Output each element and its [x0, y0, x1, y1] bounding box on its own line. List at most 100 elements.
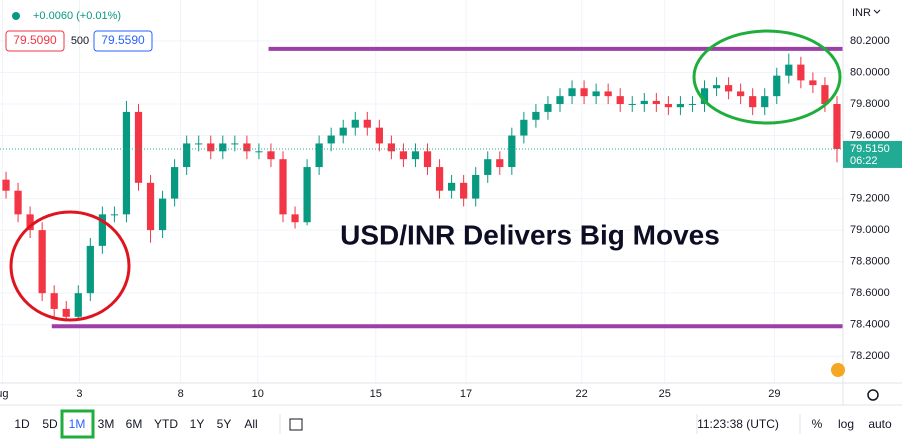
candle-body [616, 96, 624, 105]
candle-body [86, 245, 94, 294]
y-tick-label: 79.8000 [850, 98, 890, 110]
range-button[interactable]: 1D [14, 417, 30, 431]
candle-body [773, 75, 781, 97]
candle-body [664, 104, 672, 108]
candle-body [712, 85, 721, 89]
x-tick-label: 10 [252, 388, 264, 400]
flag-icon [831, 363, 845, 377]
last-price-box [843, 140, 902, 168]
x-tick-label: 17 [460, 388, 472, 400]
range-highlight [60, 409, 95, 439]
candle-body [628, 104, 636, 106]
candle-body [508, 135, 516, 168]
candle-body [171, 167, 179, 199]
candle-body [652, 100, 660, 105]
candle-body [291, 214, 299, 223]
x-tick-label: ug [0, 388, 9, 400]
candle-body [387, 143, 396, 152]
candle-body [98, 214, 106, 246]
candle-body [435, 167, 444, 191]
candle-body [809, 80, 817, 86]
candle-body [219, 143, 227, 152]
candle-body [74, 293, 82, 317]
candle-body [122, 111, 131, 215]
candle-body [134, 111, 143, 183]
range-button[interactable]: 3M [98, 417, 115, 431]
candle-body [158, 198, 167, 231]
candle-body [26, 214, 34, 231]
candle-body [423, 151, 432, 168]
settings-icon[interactable] [867, 389, 879, 401]
candle-body [821, 85, 829, 105]
candle-body [50, 293, 58, 309]
candle-body [363, 119, 371, 128]
candle-body [207, 143, 215, 152]
candle-body [700, 88, 709, 105]
candle-body [62, 308, 70, 317]
scale-option[interactable]: log [838, 417, 854, 431]
candle-body [676, 104, 685, 108]
annotation: USD/INR Delivers Big Moves [340, 219, 720, 250]
candle-body [255, 151, 263, 153]
candle-body [737, 91, 745, 97]
candle-body [580, 88, 588, 97]
candle-body [484, 159, 492, 175]
candle-body [785, 64, 793, 76]
y-tick-label: 78.2000 [850, 350, 890, 362]
candle-body [146, 182, 155, 231]
candle-body [327, 135, 335, 144]
candle-body [640, 100, 648, 105]
change: +0.0060 (+0.01%) [33, 10, 121, 22]
x-tick-label: 3 [76, 388, 82, 400]
candle-body [761, 96, 769, 108]
x-tick-label: 22 [576, 388, 588, 400]
candle-body [231, 143, 239, 145]
y-tick-label: 80.0000 [850, 66, 890, 78]
candle-body [544, 104, 552, 112]
candle-body [460, 182, 468, 199]
y-tick-label: 78.8000 [850, 256, 890, 268]
range-button[interactable]: 5Y [217, 417, 232, 431]
y-tick-label: 78.4000 [850, 319, 890, 331]
candle-body [375, 127, 383, 144]
candle-body [38, 230, 46, 294]
candle-body [110, 214, 119, 216]
calendar-icon[interactable] [289, 418, 303, 431]
range-button[interactable]: 5D [42, 417, 58, 431]
scale-option[interactable]: auto [868, 417, 892, 431]
x-tick-label: 8 [178, 388, 184, 400]
candle-body [749, 96, 757, 108]
candle-body [724, 85, 733, 92]
ask-box[interactable] [93, 30, 153, 52]
range-button[interactable]: 6M [126, 417, 143, 431]
x-tick-label: 29 [768, 388, 780, 400]
candle-body [604, 91, 612, 97]
range-button[interactable]: YTD [154, 417, 178, 431]
countdown: 06:22 [850, 155, 878, 167]
bid: 79.5090 [13, 33, 57, 47]
bid-box[interactable] [5, 30, 65, 52]
candle-body [532, 111, 540, 120]
range-button[interactable]: 1Y [190, 417, 205, 431]
range-button[interactable]: All [244, 417, 257, 431]
candle-body [303, 167, 311, 223]
status-dot [12, 12, 20, 20]
candle-body [797, 64, 805, 81]
candle-body [2, 179, 10, 191]
candle-body [592, 91, 600, 97]
scale-option[interactable]: % [812, 417, 823, 431]
x-tick-label: 15 [370, 388, 382, 400]
y-tick-label: 79.6000 [850, 129, 890, 141]
candle-body [520, 119, 528, 136]
y-tick-label: 78.6000 [850, 287, 890, 299]
candle-body [14, 190, 22, 215]
range-button[interactable]: 1M [69, 417, 86, 431]
candle-body [243, 143, 251, 152]
chevron [873, 9, 881, 14]
highlight-circle [692, 29, 842, 125]
clock: 11:23:38 (UTC) [697, 417, 779, 431]
y-tick-label: 79.0000 [850, 224, 890, 236]
size: 500 [71, 35, 89, 47]
